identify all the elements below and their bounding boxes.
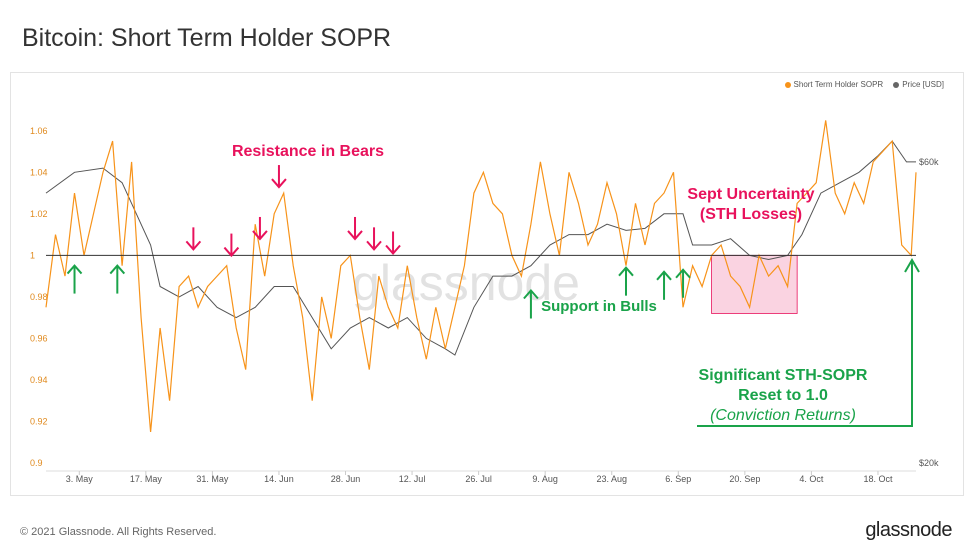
legend-label-price: Price [USD]	[902, 80, 944, 89]
x-tick-label: 28. Jun	[331, 474, 361, 484]
resistance-arrowhead	[366, 240, 382, 251]
reset-label-line2: Reset to 1.0	[738, 387, 828, 404]
annotation-arrows	[66, 165, 691, 319]
reset-callout-arrowhead	[904, 258, 920, 273]
x-tick-label: 14. Jun	[264, 474, 294, 484]
support-arrowhead	[618, 266, 634, 277]
resistance-arrowhead	[252, 230, 268, 241]
y-tick-label-left: 0.94	[30, 375, 48, 385]
chart-panel	[10, 72, 964, 496]
x-tick-label: 4. Oct	[799, 474, 824, 484]
resistance-arrowhead	[185, 240, 202, 251]
x-tick-label: 3. May	[66, 474, 94, 484]
x-tick-label: 20. Sep	[729, 474, 760, 484]
resistance-arrowhead	[385, 244, 401, 256]
y-tick-label-left: 1	[30, 250, 35, 260]
watermark: glassnode	[352, 255, 580, 311]
legend-label-sopr: Short Term Holder SOPR	[793, 80, 884, 89]
support-arrowhead	[675, 268, 691, 279]
page-title: Bitcoin: Short Term Holder SOPR	[22, 24, 392, 52]
reset-label-line3: (Conviction Returns)	[710, 407, 856, 424]
footer-copyright: © 2021 Glassnode. All Rights Reserved.	[20, 526, 217, 538]
y-tick-label-left: 0.92	[30, 416, 48, 426]
x-tick-label: 31. May	[196, 474, 229, 484]
x-tick-label: 26. Jul	[465, 474, 492, 484]
reset-label-line1: Significant STH-SOPR	[699, 367, 868, 384]
sept-label-line1: Sept Uncertainty	[687, 186, 814, 203]
support-arrowhead	[523, 288, 539, 300]
axes-group: 3. May 17. May 31. May 14. Jun 28. Jun 12. Ju…	[30, 126, 939, 484]
y-tick-label-left: 1.04	[30, 167, 48, 177]
x-tick-label: 6. Sep	[665, 474, 691, 484]
y-tick-label-left: 1.06	[30, 126, 48, 136]
glassnode-logo[interactable]: glassnode	[865, 519, 952, 541]
support-label: Support in Bulls	[541, 298, 657, 315]
y-tick-label-left: 0.9	[30, 458, 43, 468]
x-tick-label: 23. Aug	[596, 474, 627, 484]
legend-item-sopr[interactable]: Short Term Holder SOPR	[784, 80, 884, 89]
x-tick-label: 9. Aug	[532, 474, 558, 484]
support-arrowhead	[656, 270, 672, 281]
y-tick-label-right: $20k	[919, 458, 939, 468]
y-tick-label-left: 0.98	[30, 292, 48, 302]
support-arrowhead	[109, 264, 126, 275]
legend-dot-price	[893, 81, 900, 88]
resistance-label: Resistance in Bears	[232, 143, 384, 160]
reset-callout-path	[697, 262, 913, 427]
legend-dot-sopr	[784, 81, 791, 88]
x-tick-label: 18. Oct	[863, 474, 893, 484]
resistance-arrowhead	[223, 246, 240, 258]
sopr-series-line	[45, 120, 917, 432]
support-arrowhead	[66, 264, 83, 275]
resistance-arrowhead	[347, 230, 363, 241]
x-tick-label: 17. May	[130, 474, 163, 484]
legend-item-price[interactable]: Price [USD]	[893, 80, 944, 89]
y-tick-label-left: 1.02	[30, 209, 48, 219]
y-tick-label-right: $60k	[919, 157, 939, 167]
resistance-arrowhead	[271, 178, 287, 189]
sept-label-line2: (STH Losses)	[700, 206, 802, 223]
legend: Short Term Holder SOPR Price [USD]	[784, 80, 944, 89]
x-tick-label: 12. Jul	[399, 474, 426, 484]
y-tick-label-left: 0.96	[30, 333, 48, 343]
